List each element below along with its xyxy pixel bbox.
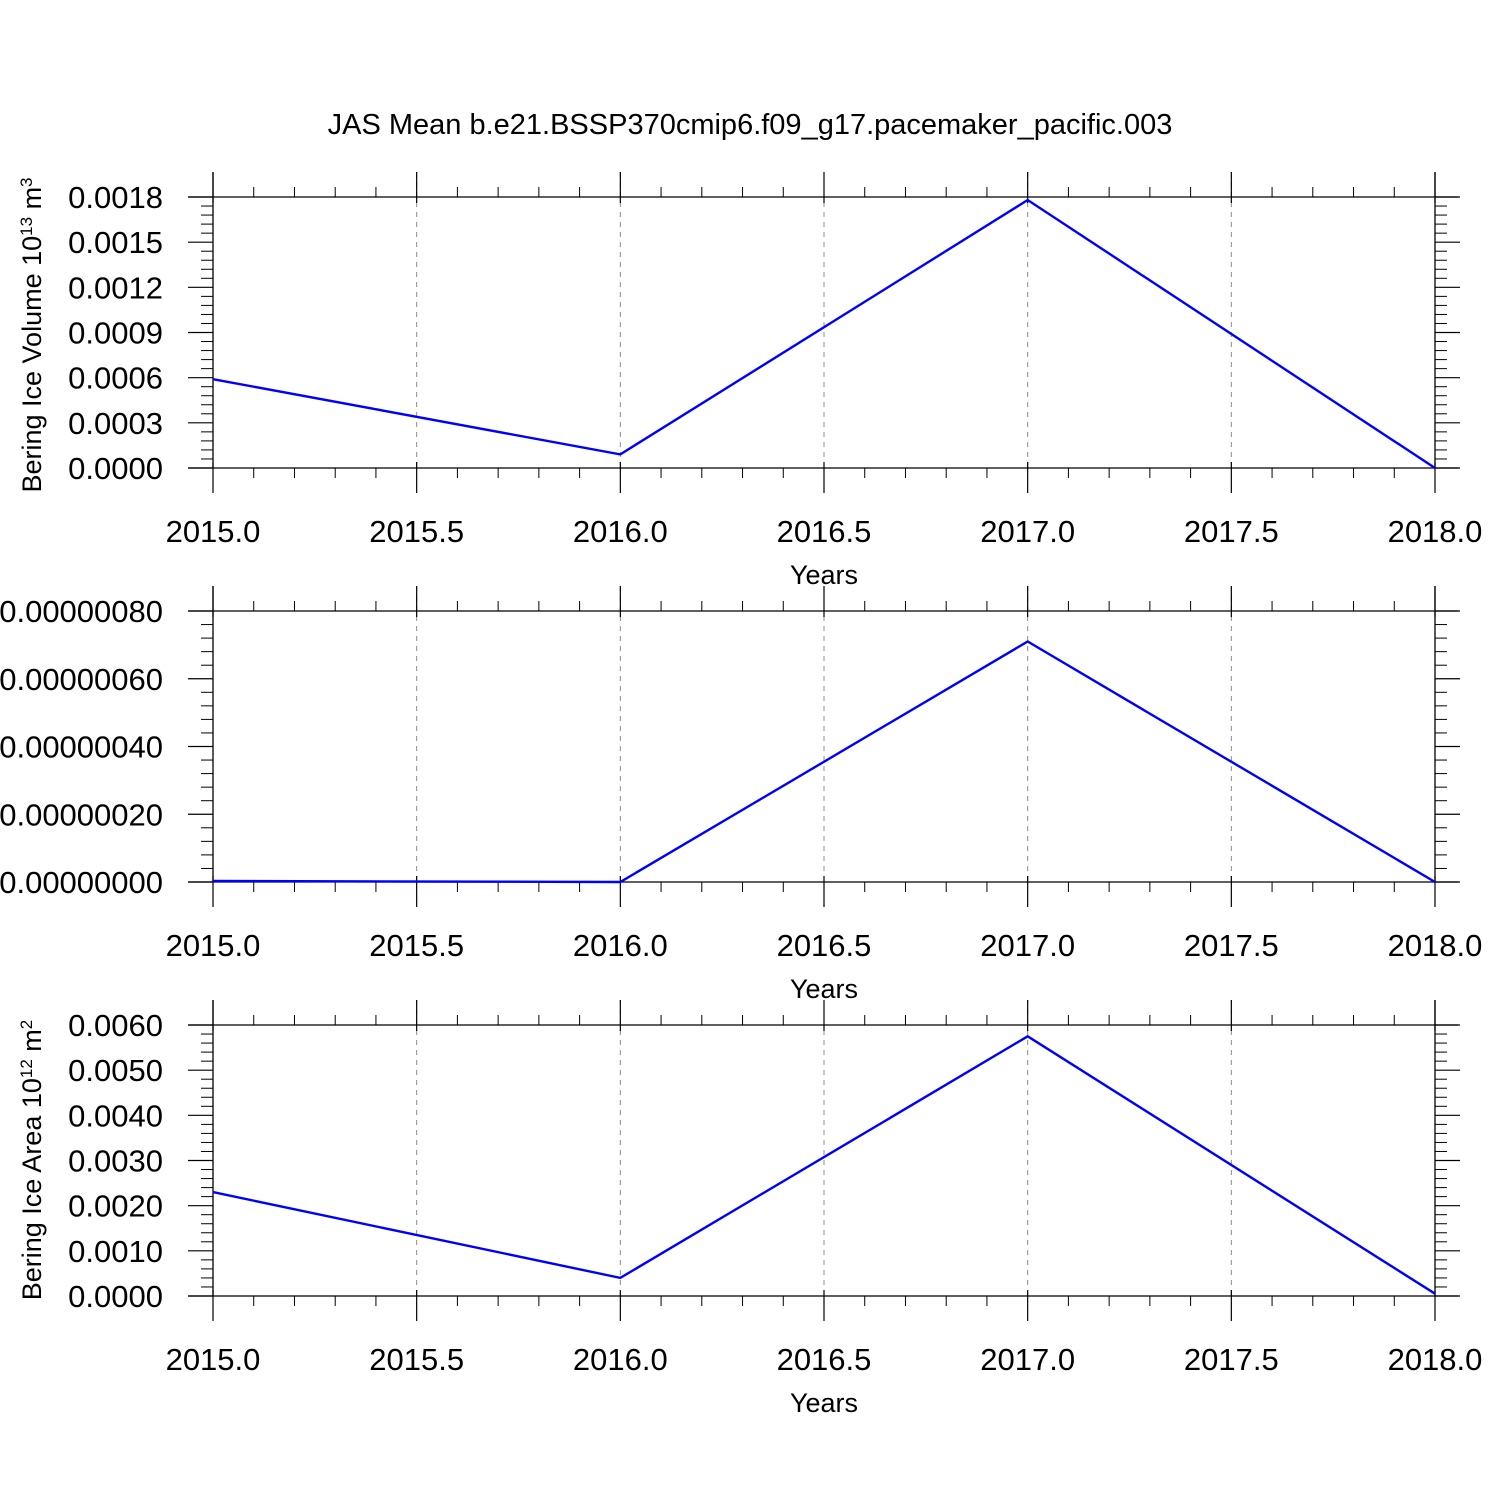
x-tick-label: 2017.5 xyxy=(1184,1342,1279,1377)
x-tick-label: 2018.0 xyxy=(1388,928,1483,963)
y-axis-label-superscript: 13 xyxy=(17,217,36,236)
y-tick-label: 0.00000020 xyxy=(0,797,163,832)
y-axis-label: Bering Ice Volume 1013 m3 xyxy=(17,177,48,492)
series-line xyxy=(212,640,1436,884)
x-tick-label: 2015.5 xyxy=(369,514,464,549)
x-tick-label: 2018.0 xyxy=(1388,514,1483,549)
y-tick-label: 0.0009 xyxy=(68,316,163,351)
x-tick-label: 2018.0 xyxy=(1388,1342,1483,1377)
y-tick-label: 0.0050 xyxy=(68,1053,163,1088)
x-tick-label: 2015.0 xyxy=(166,928,261,963)
x-tick-label: 2017.0 xyxy=(980,928,1075,963)
y-tick-label: 0.00000080 xyxy=(0,594,163,629)
y-axis-label-part: m xyxy=(17,1029,47,1059)
x-tick-label: 2015.5 xyxy=(369,1342,464,1377)
x-tick-label: 2016.0 xyxy=(573,928,668,963)
series-line xyxy=(212,198,1436,470)
y-tick-label: 0.0000 xyxy=(68,451,163,486)
y-axis-label-part: Bering Ice Volume 10 xyxy=(17,236,47,493)
x-axis-label: Years xyxy=(790,560,858,590)
x-tick-label: 2016.0 xyxy=(573,1342,668,1377)
y-tick-label: 0.00000000 xyxy=(0,865,163,900)
y-tick-label: 0.0060 xyxy=(68,1008,163,1043)
y-tick-label: 0.0006 xyxy=(68,361,163,396)
panel-3: 2015.0 2015.5 2016.0 2016.5 2017.0 2017.5 2018… xyxy=(17,1000,1483,1418)
x-tick-label: 2016.5 xyxy=(777,514,872,549)
y-tick-label: 0.0015 xyxy=(68,225,163,260)
x-tick-label: 2017.0 xyxy=(980,514,1075,549)
x-tick-label: 2017.5 xyxy=(1184,928,1279,963)
y-tick-label: 0.0000 xyxy=(68,1279,163,1314)
y-tick-label: 0.0040 xyxy=(68,1098,163,1133)
x-tick-label: 2016.5 xyxy=(777,1342,872,1377)
panels: 2015.0 2015.5 2016.0 2016.5 2017.0 2017.5 2018… xyxy=(0,172,1482,1418)
panel-2: 2015.0 2015.5 2016.0 2016.5 2017.0 2017.5 2018… xyxy=(0,586,1482,1004)
y-axis-label: Bering Ice Area 1012 m2 xyxy=(17,1020,48,1301)
x-axis-label: Years xyxy=(790,974,858,1004)
x-tick-label: 2016.0 xyxy=(573,514,668,549)
y-tick-label: 0.0010 xyxy=(68,1234,163,1269)
x-tick-label: 2017.0 xyxy=(980,1342,1075,1377)
x-tick-label: 2015.0 xyxy=(166,1342,261,1377)
y-tick-label: 0.0030 xyxy=(68,1144,163,1179)
y-tick-label: 0.0012 xyxy=(68,270,163,305)
y-axis-label-part: Bering Ice Area 10 xyxy=(17,1078,47,1300)
x-axis-label: Years xyxy=(790,1388,858,1418)
x-tick-label: 2015.5 xyxy=(369,928,464,963)
series-line xyxy=(212,1034,1436,1295)
y-axis-label-part: m xyxy=(17,187,47,217)
y-tick-label: 0.0018 xyxy=(68,180,163,215)
x-tick-label: 2016.5 xyxy=(777,928,872,963)
x-tick-label: 2015.0 xyxy=(166,514,261,549)
chart-title: JAS Mean b.e21.BSSP370cmip6.f09_g17.pace… xyxy=(328,109,1173,141)
panel-1: 2015.0 2015.5 2016.0 2016.5 2017.0 2017.5 2018… xyxy=(17,172,1483,590)
y-tick-label: 0.00000040 xyxy=(0,730,163,765)
x-tick-label: 2017.5 xyxy=(1184,514,1279,549)
y-axis-label-superscript: 2 xyxy=(17,1020,36,1029)
y-tick-label: 0.00000060 xyxy=(0,662,163,697)
y-axis-label-superscript: 12 xyxy=(17,1059,36,1078)
y-tick-label: 0.0020 xyxy=(68,1189,163,1224)
y-axis-label-superscript: 3 xyxy=(17,177,36,186)
y-tick-label: 0.0003 xyxy=(68,406,163,441)
